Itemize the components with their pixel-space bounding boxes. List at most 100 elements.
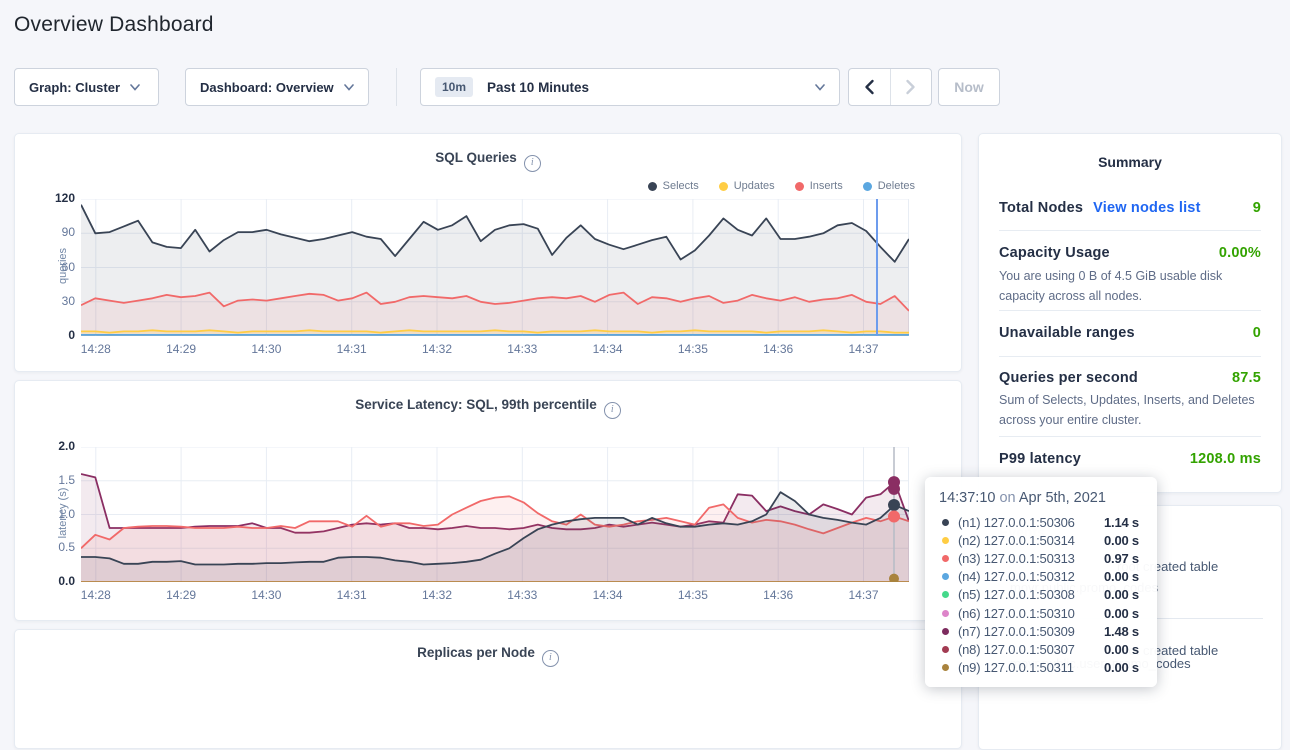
x-tick-label: 14:30 bbox=[251, 588, 281, 602]
x-tick-label: 14:35 bbox=[678, 588, 708, 602]
tooltip-row: (n5) 127.0.0.1:503080.00 s bbox=[939, 586, 1143, 604]
x-tick-label: 14:29 bbox=[166, 342, 196, 356]
tooltip-row: (n3) 127.0.0.1:503130.97 s bbox=[939, 549, 1143, 567]
tooltip-row: (n8) 127.0.0.1:503070.00 s bbox=[939, 640, 1143, 658]
now-button-label: Now bbox=[954, 79, 984, 95]
service-latency-chart-card: Service Latency: SQL, 99th percentilei 0… bbox=[14, 380, 962, 621]
node-color-dot bbox=[942, 664, 949, 671]
node-color-dot bbox=[942, 537, 949, 544]
x-tick-label: 14:34 bbox=[593, 588, 623, 602]
qps-value: 87.5 bbox=[1232, 370, 1261, 386]
x-tick-label: 14:28 bbox=[81, 588, 111, 602]
time-range-picker[interactable]: 10m Past 10 Minutes bbox=[420, 68, 840, 106]
y-tick-label: 0 bbox=[33, 328, 75, 342]
legend-item-Inserts: Inserts bbox=[795, 180, 843, 192]
y-tick-label: 0.0 bbox=[33, 574, 75, 588]
info-icon[interactable]: i bbox=[604, 402, 621, 419]
p99-row: P99 latency 1208.0 ms bbox=[999, 451, 1261, 467]
sql-queries-chart-card: SQL Queriesi SelectsUpdatesInsertsDelete… bbox=[14, 133, 962, 372]
unavailable-ranges-label: Unavailable ranges bbox=[999, 325, 1135, 341]
time-range-label: Past 10 Minutes bbox=[487, 80, 815, 95]
capacity-value: 0.00% bbox=[1219, 245, 1261, 261]
qps-subtext: Sum of Selects, Updates, Inserts, and De… bbox=[999, 390, 1261, 430]
x-tick-label: 14:33 bbox=[507, 588, 537, 602]
node-color-dot bbox=[942, 573, 949, 580]
dashboard-dropdown[interactable]: Dashboard: Overview bbox=[185, 68, 369, 106]
view-nodes-list-link[interactable]: View nodes list bbox=[1093, 200, 1201, 216]
chart-plot-area[interactable] bbox=[81, 199, 909, 336]
graph-dropdown-label: Graph: Cluster bbox=[29, 80, 120, 95]
hover-dot bbox=[888, 499, 900, 511]
x-tick-label: 14:28 bbox=[81, 342, 111, 356]
legend-dot bbox=[648, 182, 657, 191]
x-tick-label: 14:36 bbox=[763, 342, 793, 356]
node-color-dot bbox=[942, 519, 949, 526]
unavailable-ranges-row: Unavailable ranges 0 bbox=[999, 325, 1261, 341]
total-nodes-row: Total Nodes View nodes list 9 bbox=[999, 200, 1261, 216]
x-tick-label: 14:30 bbox=[251, 342, 281, 356]
chart-legend: Selects Updates Inserts Deletes bbox=[648, 180, 915, 192]
legend-item-Selects: Selects bbox=[648, 180, 699, 192]
y-tick-label: 120 bbox=[33, 191, 75, 205]
y-axis-label: queries bbox=[57, 226, 69, 306]
y-axis-label: latency (s) bbox=[57, 473, 69, 553]
chart-hover-tooltip: 14:37:10 on Apr 5th, 2021 (n1) 127.0.0.1… bbox=[925, 477, 1157, 687]
graph-dropdown[interactable]: Graph: Cluster bbox=[14, 68, 159, 106]
info-icon[interactable]: i bbox=[542, 650, 559, 667]
unavailable-ranges-value: 0 bbox=[1253, 325, 1261, 341]
p99-label: P99 latency bbox=[999, 451, 1081, 467]
hover-dot bbox=[888, 511, 900, 523]
qps-label: Queries per second bbox=[999, 370, 1138, 386]
qps-row: Queries per second 87.5 bbox=[999, 370, 1261, 386]
x-tick-label: 14:33 bbox=[507, 342, 537, 356]
chevron-down-icon bbox=[344, 84, 354, 91]
info-icon[interactable]: i bbox=[524, 155, 541, 172]
chart-plot-area[interactable] bbox=[81, 447, 909, 582]
summary-panel: Summary Total Nodes View nodes list 9 Ca… bbox=[978, 133, 1282, 493]
y-tick-label: 2.0 bbox=[33, 439, 75, 453]
x-tick-label: 14:32 bbox=[422, 588, 452, 602]
chart-title: Replicas per Nodei bbox=[15, 645, 961, 667]
time-range-badge: 10m bbox=[435, 77, 473, 97]
summary-title: Summary bbox=[979, 154, 1281, 170]
legend-dot bbox=[863, 182, 872, 191]
chevron-down-icon bbox=[815, 84, 825, 91]
divider bbox=[999, 310, 1261, 311]
x-tick-label: 14:34 bbox=[593, 342, 623, 356]
chevron-left-icon bbox=[864, 79, 875, 95]
x-tick-label: 14:29 bbox=[166, 588, 196, 602]
x-tick-label: 14:36 bbox=[763, 588, 793, 602]
total-nodes-value: 9 bbox=[1253, 200, 1261, 216]
x-tick-label: 14:31 bbox=[337, 588, 367, 602]
chevron-down-icon bbox=[130, 84, 140, 91]
time-forward-button[interactable] bbox=[890, 69, 931, 105]
node-color-dot bbox=[942, 591, 949, 598]
x-tick-label: 14:32 bbox=[422, 342, 452, 356]
tooltip-row: (n9) 127.0.0.1:503110.00 s bbox=[939, 659, 1143, 677]
replicas-per-node-chart-card: Replicas per Nodei bbox=[14, 629, 962, 749]
node-color-dot bbox=[942, 610, 949, 617]
p99-value: 1208.0 ms bbox=[1190, 451, 1261, 467]
tooltip-row: (n7) 127.0.0.1:503091.48 s bbox=[939, 622, 1143, 640]
legend-dot bbox=[795, 182, 804, 191]
tooltip-row: (n6) 127.0.0.1:503100.00 s bbox=[939, 604, 1143, 622]
capacity-label: Capacity Usage bbox=[999, 245, 1110, 261]
legend-item-Deletes: Deletes bbox=[863, 180, 915, 192]
time-nav-group bbox=[848, 68, 932, 106]
time-back-button[interactable] bbox=[849, 69, 890, 105]
total-nodes-label: Total Nodes bbox=[999, 200, 1083, 216]
chart-title: Service Latency: SQL, 99th percentilei bbox=[15, 397, 961, 419]
page-title: Overview Dashboard bbox=[14, 13, 214, 37]
x-tick-label: 14:37 bbox=[848, 588, 878, 602]
capacity-row: Capacity Usage 0.00% bbox=[999, 245, 1261, 261]
divider bbox=[999, 356, 1261, 357]
node-color-dot bbox=[942, 646, 949, 653]
dashboard-dropdown-label: Dashboard: Overview bbox=[200, 80, 334, 95]
capacity-subtext: You are using 0 B of 4.5 GiB usable disk… bbox=[999, 266, 1261, 306]
legend-item-Updates: Updates bbox=[719, 180, 775, 192]
tooltip-timestamp: 14:37:10 on Apr 5th, 2021 bbox=[939, 490, 1143, 506]
now-button[interactable]: Now bbox=[938, 68, 1000, 106]
tooltip-row: (n4) 127.0.0.1:503120.00 s bbox=[939, 568, 1143, 586]
controls-divider bbox=[396, 68, 397, 106]
divider bbox=[999, 230, 1261, 231]
